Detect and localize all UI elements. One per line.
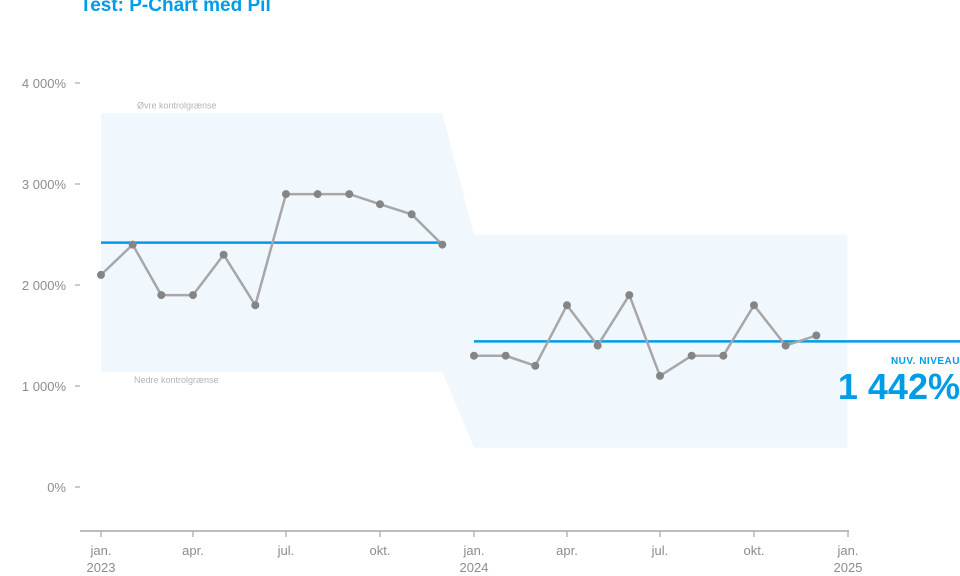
data-point [531, 361, 540, 370]
control-limit-band [101, 113, 848, 448]
data-point [219, 250, 228, 259]
series-line-phase-1 [100, 192, 444, 307]
y-tick-label: 4 000% [22, 76, 67, 91]
x-tick-year-label: 2023 [87, 560, 116, 575]
y-tick-label: 1 000% [22, 379, 67, 394]
x-tick-label: apr. [556, 543, 578, 558]
lower-limit-label: Nedre kontrolgrænse [134, 375, 219, 385]
current-level-value: 1 442% [838, 366, 960, 407]
data-point [501, 351, 510, 360]
current-level-label: NUV. NIVEAU [891, 356, 960, 367]
x-tick-label: jan. [90, 543, 112, 558]
data-point [469, 351, 478, 360]
data-point [719, 351, 728, 360]
data-point [407, 210, 416, 219]
data-point [749, 301, 758, 310]
data-point [812, 331, 821, 340]
data-point [687, 351, 696, 360]
x-tick-label: jul. [651, 543, 669, 558]
data-point [345, 190, 354, 199]
data-point [128, 240, 137, 249]
data-point [188, 291, 197, 300]
series-line-phase-2 [473, 293, 817, 378]
data-point [97, 270, 105, 279]
x-tick-label: apr. [182, 543, 204, 558]
y-tick-label: 2 000% [22, 278, 67, 293]
x-tick-label: jan. [837, 543, 859, 558]
data-point [281, 190, 290, 199]
x-tick-year-label: 2025 [834, 560, 863, 575]
data-point [251, 301, 260, 310]
x-tick-label: jan. [463, 543, 485, 558]
chart-title: Test: P-Chart med Pil [80, 0, 271, 16]
y-tick-label: 0% [47, 480, 66, 495]
data-point [562, 301, 571, 310]
data-point [157, 291, 166, 300]
x-tick-label: okt. [744, 543, 765, 558]
data-point [655, 371, 664, 380]
data-point [781, 341, 790, 350]
data-point [313, 190, 322, 199]
y-tick-label: 3 000% [22, 177, 67, 192]
data-point [625, 291, 634, 300]
data-point [438, 240, 447, 249]
x-tick-label: okt. [369, 543, 390, 558]
x-tick-year-label: 2024 [460, 560, 489, 575]
upper-limit-label: Øvre kontrolgrænse [137, 100, 217, 110]
x-tick-label: jul. [277, 543, 295, 558]
data-point [593, 341, 602, 350]
data-point [375, 200, 384, 209]
